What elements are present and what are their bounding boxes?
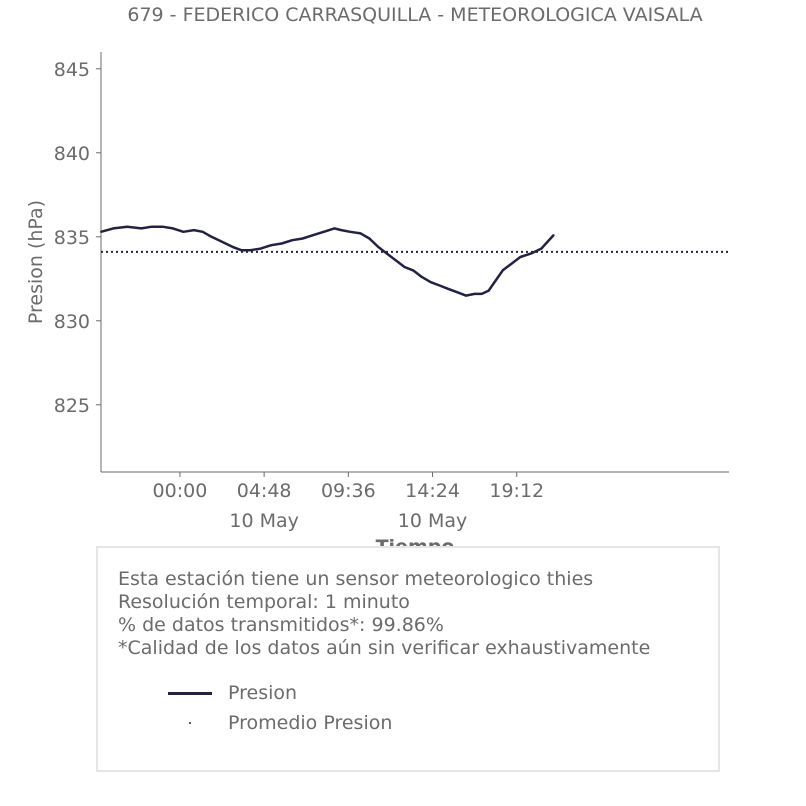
pressure-data-point (182, 230, 185, 233)
pressure-data-point (140, 227, 143, 230)
pressure-data-point (291, 239, 294, 242)
chart-title: 679 - FEDERICO CARRASQUILLA - METEOROLOG… (127, 4, 702, 26)
pressure-data-point (161, 225, 164, 228)
pressure-data-point (270, 244, 273, 247)
pressure-data-point (377, 245, 380, 248)
pressure-data-point (221, 240, 224, 243)
x-tick-date-label: 10 May (229, 510, 299, 532)
pressure-data-point (368, 237, 371, 240)
pressure-data-point (240, 249, 243, 252)
pressure-data-point (126, 225, 129, 228)
pressure-data-point (349, 230, 352, 233)
pressure-data-point (201, 230, 204, 233)
series-layer (100, 225, 729, 297)
pressure-data-point (464, 294, 467, 297)
pressure-data-point (210, 235, 213, 238)
x-ticks: 00:00 04:48 10 May 09:36 14:24 10 May 19:12 (153, 472, 544, 532)
pressure-data-point (519, 255, 522, 258)
pressure-data-point (171, 227, 174, 230)
pressure-data-point (421, 276, 424, 279)
pressure-data-point (447, 287, 450, 290)
pressure-data-point (403, 266, 406, 269)
y-tick-label: 845 (54, 59, 90, 81)
pressure-data-point (231, 245, 234, 248)
pressure-data-point (192, 229, 195, 232)
pressure-data-point (322, 230, 325, 233)
pressure-data-point (438, 284, 441, 287)
pressure-data-point (494, 279, 497, 282)
info-quality-line: *Calidad de los datos aún sin verificar … (118, 637, 651, 659)
pressure-data-point (510, 262, 513, 265)
pressure-data-point (501, 269, 504, 272)
y-tick-label: 835 (54, 227, 90, 249)
x-tick-label: 14:24 (405, 480, 460, 502)
y-axis-label: Presion (hPa) (25, 200, 47, 324)
pressure-data-point (359, 232, 362, 235)
pressure-data-point (552, 234, 555, 237)
pressure-data-point (456, 291, 459, 294)
pressure-data-point (412, 269, 415, 272)
pressure-data-point (540, 247, 543, 250)
pressure-data-point (487, 289, 490, 292)
legend-label-presion: Presion (228, 682, 298, 704)
pressure-data-point (333, 227, 336, 230)
pressure-data-point (150, 225, 153, 228)
pressure-series-line (100, 225, 555, 297)
pressure-data-point (480, 292, 483, 295)
y-tick-label: 825 (54, 395, 90, 417)
x-tick-date-label: 10 May (398, 510, 468, 532)
pressure-data-point (340, 229, 343, 232)
pressure-data-point (312, 234, 315, 237)
pressure-data-point (385, 252, 388, 255)
y-ticks: 845 840 835 830 825 (54, 59, 101, 417)
legend-line-swatch (168, 692, 212, 695)
pressure-chart: 679 - FEDERICO CARRASQUILLA - METEOROLOG… (25, 4, 729, 558)
pressure-data-point (394, 259, 397, 262)
pressure-data-point (529, 252, 532, 255)
info-box: Esta estación tiene un sensor meteorolog… (96, 546, 720, 772)
pressure-data-point (429, 281, 432, 284)
x-tick-label: 09:36 (321, 480, 376, 502)
legend-dot-swatch (189, 722, 191, 724)
x-tick-label: 00:00 (153, 480, 208, 502)
x-tick-label: 19:12 (489, 480, 544, 502)
pressure-data-point (280, 242, 283, 245)
pressure-data-point (473, 292, 476, 295)
pressure-data-point (100, 230, 102, 233)
info-transmitted-line: % de datos transmitidos*: 99.86% (118, 614, 444, 636)
info-resolution-line: Resolución temporal: 1 minuto (118, 591, 410, 613)
pressure-data-point (249, 249, 252, 252)
info-sensor-line: Esta estación tiene un sensor meteorolog… (118, 568, 594, 590)
pressure-data-point (259, 247, 262, 250)
legend-label-promedio: Promedio Presion (228, 712, 393, 734)
pressure-data-point (112, 227, 115, 230)
y-tick-label: 840 (54, 143, 90, 165)
x-tick-label: 04:48 (237, 480, 292, 502)
y-tick-label: 830 (54, 311, 90, 333)
pressure-data-point (301, 237, 304, 240)
info-text: Esta estación tiene un sensor meteorolog… (118, 568, 650, 660)
